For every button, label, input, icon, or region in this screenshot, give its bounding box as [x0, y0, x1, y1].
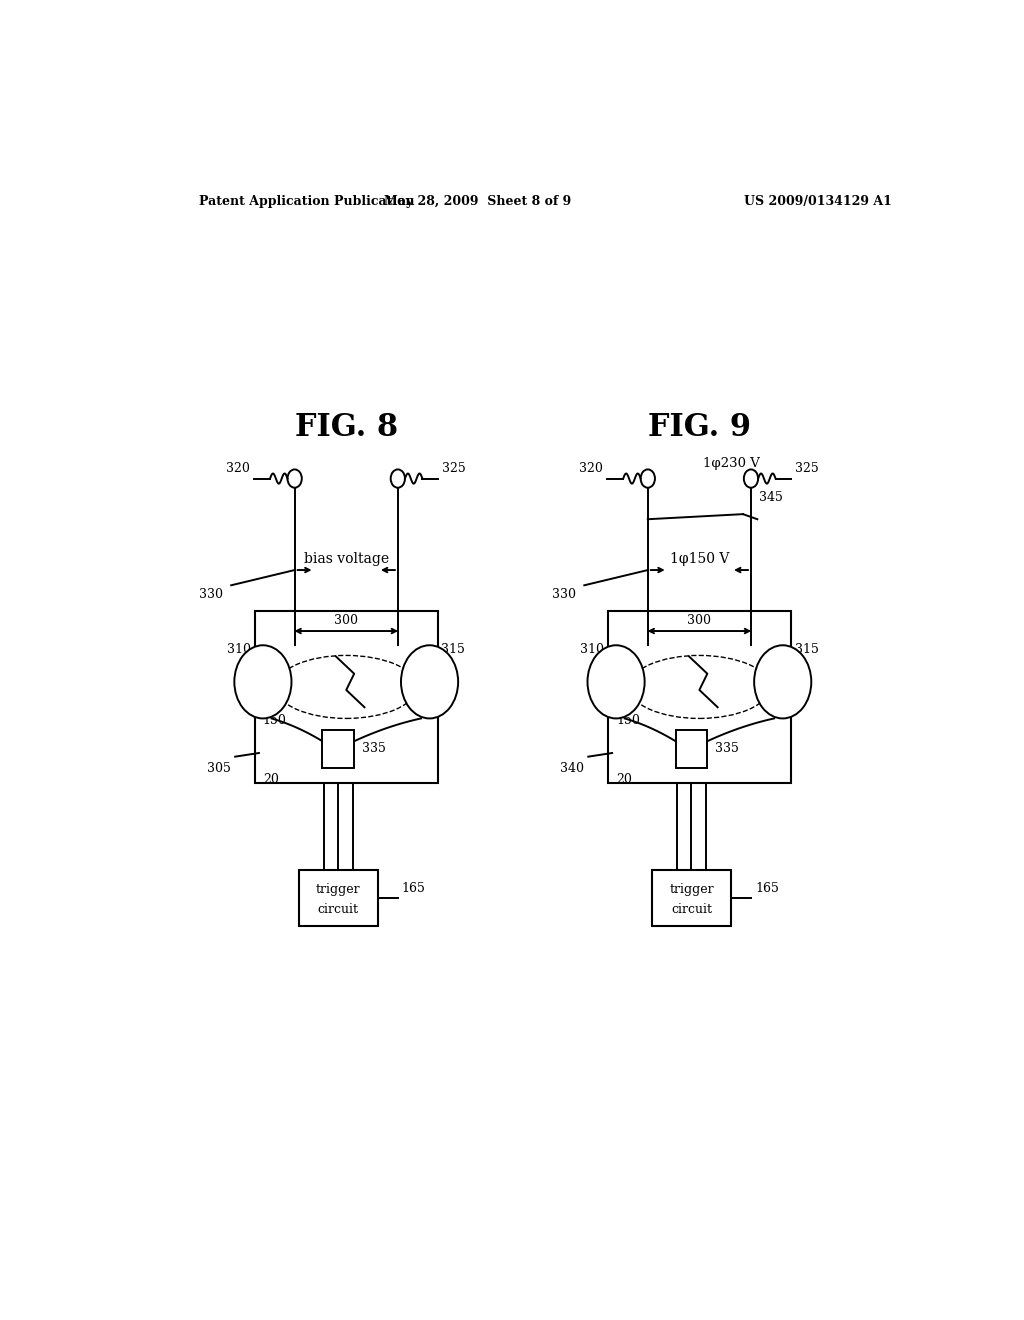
- Text: trigger: trigger: [316, 883, 360, 896]
- Text: 165: 165: [401, 882, 426, 895]
- Text: 1φ150 V: 1φ150 V: [670, 552, 729, 566]
- Text: May 28, 2009  Sheet 8 of 9: May 28, 2009 Sheet 8 of 9: [384, 194, 570, 207]
- Text: FIG. 9: FIG. 9: [648, 412, 751, 444]
- Text: 335: 335: [362, 742, 386, 755]
- Circle shape: [754, 645, 811, 718]
- Text: 150: 150: [263, 714, 287, 726]
- Text: 325: 325: [442, 462, 466, 474]
- Text: US 2009/0134129 A1: US 2009/0134129 A1: [744, 194, 892, 207]
- Text: 300: 300: [334, 614, 358, 627]
- Text: 320: 320: [226, 462, 250, 474]
- Text: 315: 315: [795, 643, 818, 656]
- Bar: [608, 611, 791, 784]
- Bar: [255, 611, 437, 784]
- Text: 310: 310: [227, 643, 251, 656]
- Bar: [651, 870, 731, 925]
- Text: 20: 20: [263, 774, 279, 787]
- Text: 325: 325: [796, 462, 819, 474]
- Circle shape: [401, 645, 458, 718]
- Text: 165: 165: [755, 882, 779, 895]
- Text: 315: 315: [441, 643, 465, 656]
- Text: 345: 345: [759, 491, 782, 504]
- Text: 305: 305: [207, 762, 231, 775]
- Text: 20: 20: [616, 774, 632, 787]
- Bar: [299, 870, 378, 925]
- Text: 335: 335: [715, 742, 739, 755]
- Circle shape: [234, 645, 292, 718]
- Text: circuit: circuit: [317, 903, 358, 916]
- Text: 150: 150: [616, 714, 640, 726]
- Text: FIG. 8: FIG. 8: [295, 412, 397, 444]
- Text: 1φ230 V: 1φ230 V: [703, 458, 760, 470]
- Text: 340: 340: [560, 762, 585, 775]
- Text: 300: 300: [687, 614, 712, 627]
- Text: 330: 330: [200, 589, 223, 602]
- Bar: [676, 730, 708, 768]
- Text: bias voltage: bias voltage: [304, 552, 389, 566]
- Text: Patent Application Publication: Patent Application Publication: [200, 194, 415, 207]
- Text: trigger: trigger: [669, 883, 714, 896]
- Text: 310: 310: [581, 643, 604, 656]
- Text: circuit: circuit: [671, 903, 712, 916]
- Bar: [323, 730, 354, 768]
- Text: 320: 320: [580, 462, 603, 474]
- Text: 330: 330: [552, 589, 577, 602]
- Circle shape: [588, 645, 645, 718]
